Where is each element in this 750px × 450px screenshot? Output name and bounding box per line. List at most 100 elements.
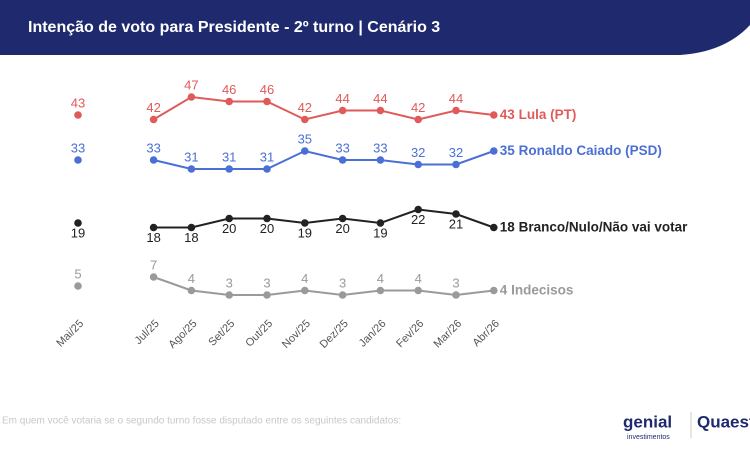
point [225, 214, 233, 223]
point [225, 165, 233, 173]
point [414, 205, 423, 214]
point [263, 291, 271, 299]
series-line [153, 208, 495, 229]
value-label: 32 [449, 145, 463, 160]
header-band [0, 0, 750, 55]
value-label: 33 [335, 140, 349, 155]
end-label: 35 Ronaldo Caiado (PSD) [500, 143, 662, 158]
value-label: 19 [298, 225, 312, 240]
point [187, 93, 196, 101]
point [263, 97, 271, 106]
legend-label: Ronaldo Caiado (PSD) [519, 143, 662, 158]
end-label: 18 Branco/Nulo/Não vai votar [500, 219, 688, 234]
point [376, 286, 385, 295]
logo-sub: investimentos [627, 434, 670, 441]
value-label: 4 [377, 271, 384, 286]
value-label: 33 [373, 140, 387, 155]
series-line [153, 276, 494, 297]
x-tick-label: Set/25 [206, 318, 237, 349]
x-tick-label: Jul/25 [133, 318, 162, 347]
point [263, 214, 271, 223]
value-label: 19 [373, 225, 387, 240]
value-label: 44 [373, 91, 387, 106]
value-label: 21 [449, 216, 463, 231]
value-label: 3 [263, 275, 270, 290]
point [301, 286, 309, 295]
point [187, 286, 196, 295]
x-tick-label: Out/25 [243, 318, 275, 350]
value-label: 3 [452, 275, 459, 290]
point [225, 291, 233, 299]
value-label: 4 [188, 271, 195, 286]
series-line [153, 149, 495, 170]
point [74, 282, 82, 290]
point [149, 223, 158, 232]
point [301, 219, 309, 227]
point [414, 160, 423, 169]
point [414, 115, 423, 124]
logo: genial [623, 412, 672, 431]
value-label: 47 [184, 77, 198, 92]
point [452, 160, 460, 169]
x-tick-label: Ago/25 [166, 318, 199, 351]
value-label: 19 [71, 225, 85, 240]
footnote: Em quem você votaria se o segundo turno … [2, 416, 401, 427]
point [301, 147, 309, 155]
value-label: 7 [150, 257, 157, 272]
point [376, 156, 385, 164]
point [452, 106, 460, 115]
value-label: 46 [260, 82, 274, 97]
value-label: 46 [222, 82, 236, 97]
end-label: 4 Indecisos [500, 282, 574, 297]
point [149, 156, 158, 164]
legend-label: Indecisos [511, 282, 573, 297]
end-label: 43 Lula (PT) [500, 107, 577, 122]
value-label: 31 [184, 149, 198, 164]
value-label: 4 [301, 271, 308, 286]
point [452, 291, 460, 299]
x-tick-label: Mar/26 [431, 318, 464, 351]
value-label: 4 [415, 271, 422, 286]
x-tick-label: Dez/25 [318, 318, 351, 351]
point [263, 165, 271, 173]
value-label: 18 [146, 230, 160, 245]
end-value: 43 [500, 107, 516, 122]
point [376, 219, 385, 227]
point [414, 286, 423, 295]
value-label: 18 [184, 230, 198, 245]
value-label: 42 [298, 100, 312, 115]
x-tick-label: Abr/26 [471, 318, 502, 349]
point [452, 210, 460, 218]
point [490, 286, 498, 295]
point [338, 291, 347, 299]
point [338, 106, 347, 115]
value-label: 42 [411, 100, 425, 115]
value-label: 20 [260, 221, 274, 236]
x-tick-label: Nov/25 [280, 318, 313, 351]
value-label: 42 [146, 100, 160, 115]
point [376, 106, 385, 115]
end-value: 35 [500, 143, 516, 158]
legend-label: Branco/Nulo/Não vai votar [519, 219, 689, 234]
value-label: 5 [74, 266, 81, 281]
point [490, 147, 498, 155]
value-label: 44 [335, 91, 349, 106]
point [149, 115, 158, 124]
value-label: 3 [226, 275, 233, 290]
value-label: 20 [335, 221, 349, 236]
point [74, 219, 82, 227]
value-label: 20 [222, 221, 236, 236]
point [490, 223, 498, 232]
series-line [153, 95, 494, 121]
point [187, 223, 196, 232]
value-label: 31 [222, 149, 236, 164]
point [74, 111, 82, 119]
value-label: 31 [260, 149, 274, 164]
value-label: 22 [411, 212, 425, 227]
value-label: 32 [411, 145, 425, 160]
x-tick-label: Jan/26 [357, 318, 389, 350]
value-label: 44 [449, 91, 463, 106]
point [149, 273, 158, 281]
point [301, 115, 309, 124]
